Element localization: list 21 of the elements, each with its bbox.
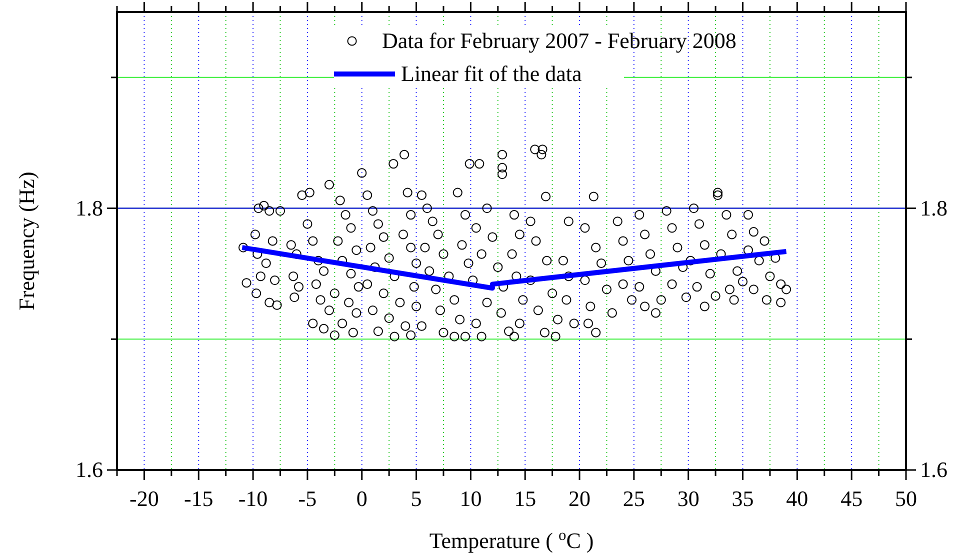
x-tick-label: 10 [460, 486, 482, 511]
legend-label: Data for February 2007 - February 2008 [382, 28, 736, 53]
x-tick-label: -15 [184, 486, 214, 511]
x-tick-label: 0 [356, 486, 368, 511]
x-tick-label: -10 [238, 486, 268, 511]
legend-label: Linear fit of the data [401, 61, 582, 86]
x-tick-label: -5 [298, 486, 317, 511]
x-tick-label: 5 [410, 486, 422, 511]
y2-tick-label: 1.8 [920, 195, 948, 220]
x-tick-label: 15 [514, 486, 536, 511]
x-tick-label: 35 [732, 486, 754, 511]
x-tick-label: 20 [568, 486, 591, 511]
x-tick-label: 40 [786, 486, 808, 511]
x-tick-label: 25 [622, 486, 645, 511]
x-tick-label: 45 [840, 486, 863, 511]
y-axis-title: Frequency (Hz) [14, 172, 39, 310]
x-tick-label: 50 [895, 486, 917, 511]
y2-tick-label: 1.6 [920, 457, 948, 482]
x-tick-label: -20 [130, 486, 159, 511]
x-axis-title: Temperature ( $^{o}$C ) [429, 526, 594, 553]
x-tick-label: 30 [677, 486, 700, 511]
